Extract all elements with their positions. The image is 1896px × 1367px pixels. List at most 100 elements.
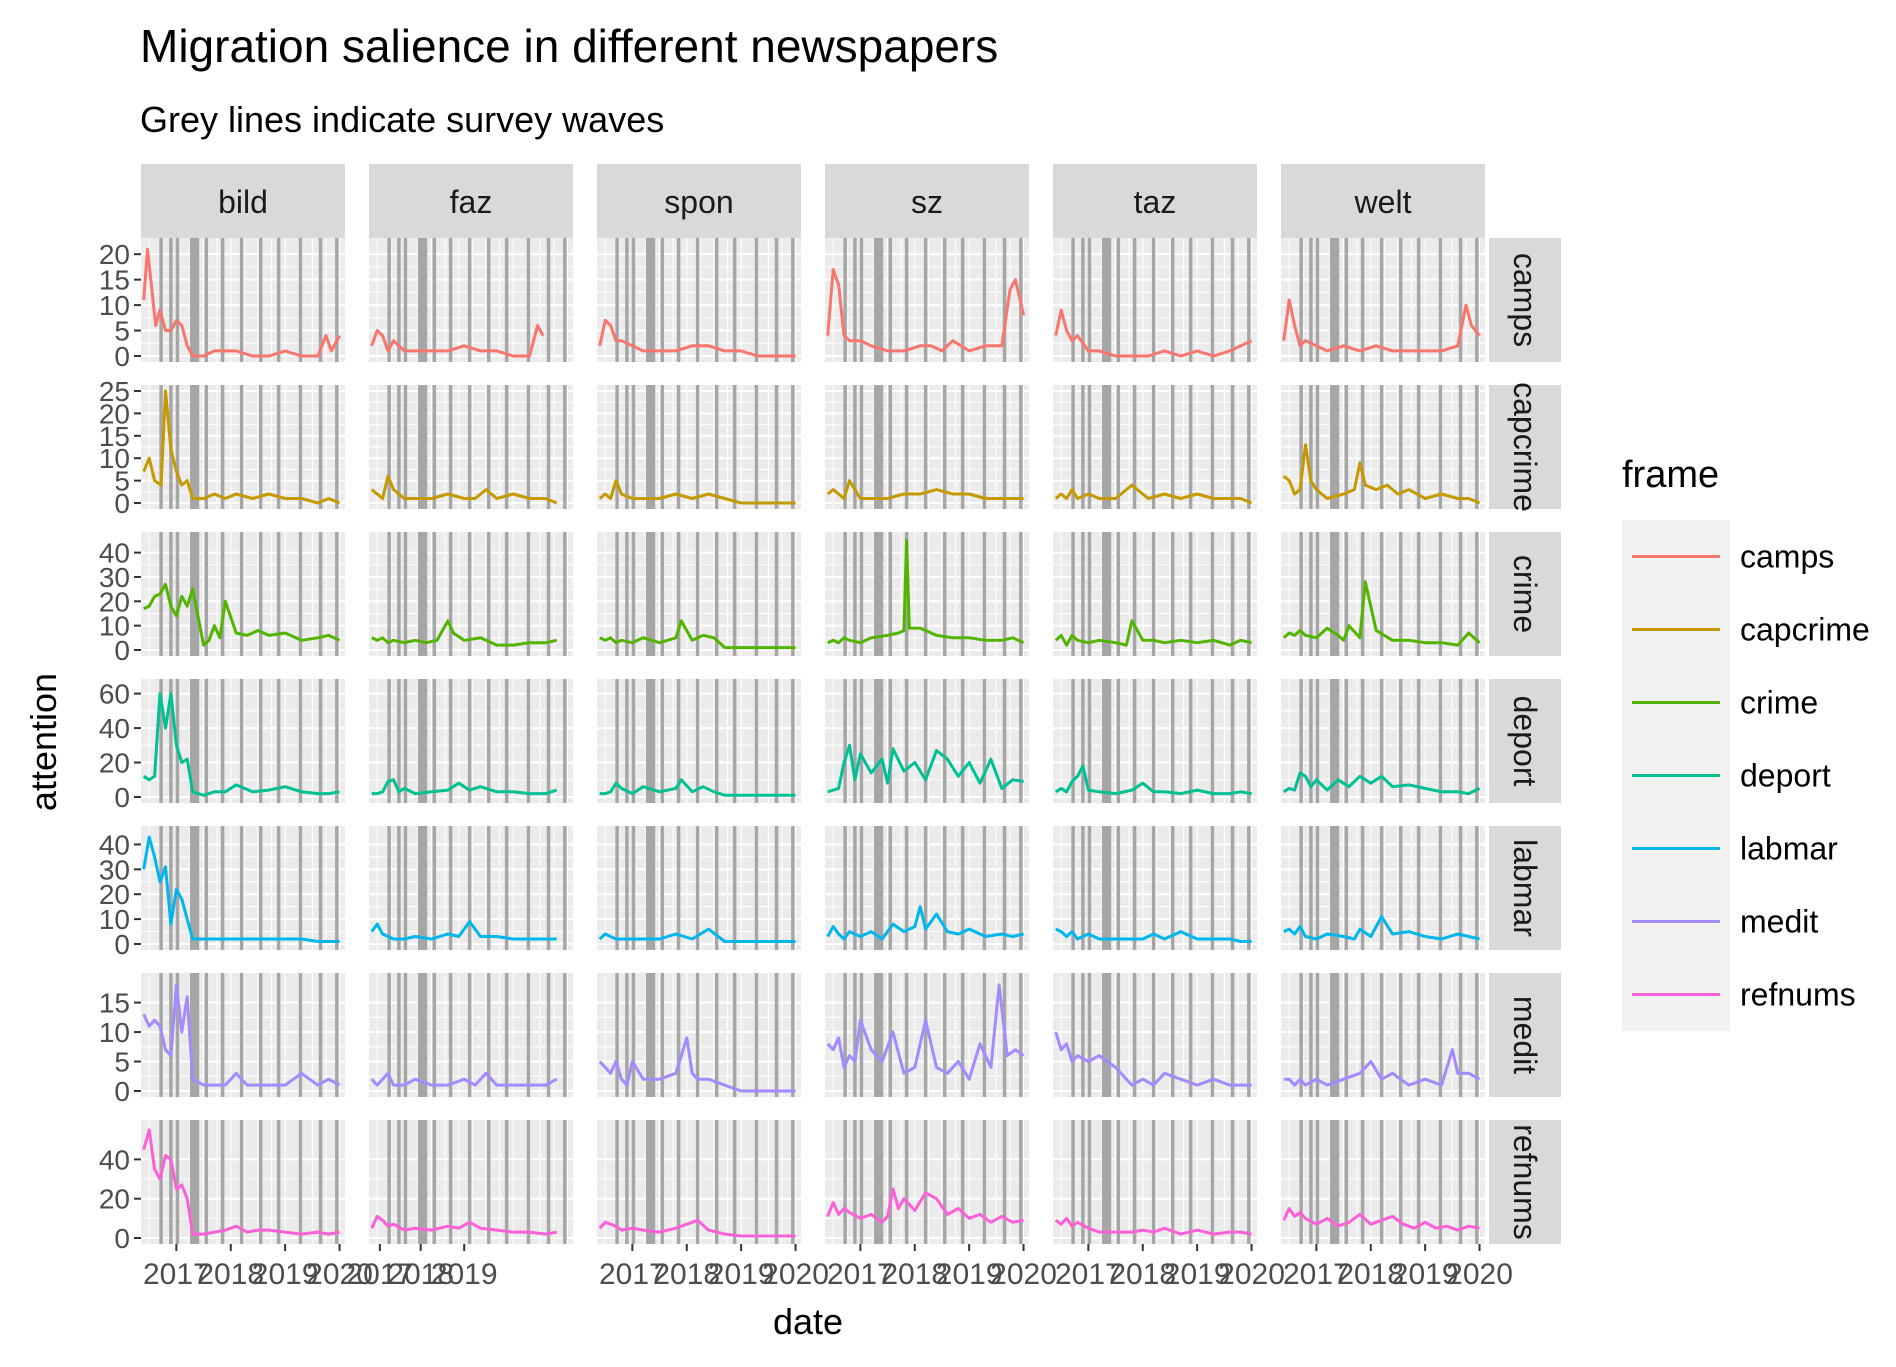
survey-wave-band	[417, 238, 428, 362]
panel-refnums-welt	[1281, 1120, 1485, 1244]
panel-crime-welt	[1281, 532, 1485, 656]
panel-camps-spon	[597, 238, 801, 362]
facet-strip-capcrime	[1489, 385, 1561, 509]
x-tick-label: 2020	[1218, 1258, 1285, 1291]
survey-wave-band	[1329, 973, 1340, 1097]
panel-contents	[1053, 826, 1257, 950]
survey-wave-band	[1101, 532, 1112, 656]
series-line-capcrime-spon	[598, 479, 796, 505]
panel-contents	[141, 385, 345, 509]
series-line-capcrime-faz	[370, 474, 558, 505]
survey-wave-band	[1101, 1120, 1112, 1244]
panel-crime-faz	[369, 532, 573, 656]
survey-wave-band	[645, 826, 656, 950]
panel-refnums-sz	[825, 1120, 1029, 1244]
panel-camps-sz	[825, 238, 1029, 362]
series-line-crime-bild	[143, 582, 341, 647]
facet-label-sz: sz	[911, 184, 943, 220]
panel-contents	[825, 973, 1029, 1097]
panel-contents	[597, 238, 801, 362]
x-tick-label: 2019	[936, 1258, 1003, 1291]
facet-strip-spon	[597, 164, 801, 238]
panel-crime-spon	[597, 532, 801, 656]
panel-contents	[369, 973, 573, 1097]
x-axis-title: date	[773, 1301, 843, 1342]
y-tick-label: 15	[99, 988, 130, 1019]
survey-wave-band	[873, 385, 884, 509]
series-line-refnums-welt	[1282, 1207, 1480, 1232]
y-tick-label: 40	[99, 538, 130, 569]
panel-medit-welt	[1281, 973, 1485, 1097]
panel-contents	[597, 973, 801, 1097]
panel-contents	[141, 973, 345, 1097]
panel-camps-welt	[1281, 238, 1485, 362]
panel-contents	[825, 1120, 1029, 1244]
panel-contents	[1281, 679, 1485, 803]
survey-wave-band	[1329, 1120, 1340, 1244]
survey-wave-band	[645, 238, 656, 362]
series-line-deport-sz	[827, 743, 1024, 794]
survey-wave-band	[1329, 385, 1340, 509]
x-tick-label: 2018	[653, 1258, 720, 1291]
series-line-deport-spon	[599, 778, 796, 797]
panel-contents	[369, 826, 573, 950]
survey-wave-band	[873, 973, 884, 1097]
y-tick-label: 20	[99, 748, 130, 779]
legend-label-medit: medit	[1740, 904, 1818, 940]
y-tick-label: 30	[99, 562, 130, 593]
survey-wave-band	[189, 1120, 200, 1244]
panel-deport-spon	[597, 679, 801, 803]
panel-contents	[369, 1120, 573, 1244]
series-line-crime-faz	[371, 619, 558, 647]
series-line-medit-spon	[598, 1036, 796, 1093]
y-tick-label: 30	[99, 854, 130, 885]
x-tick-label: 2018	[387, 1258, 454, 1291]
panel-contents	[1281, 238, 1485, 362]
panel-contents	[597, 385, 801, 509]
legend-label-deport: deport	[1740, 758, 1831, 794]
series-line-camps-spon	[598, 318, 796, 358]
panel-contents	[1053, 238, 1257, 362]
y-tick-label: 20	[99, 586, 130, 617]
facet-label-spon: spon	[664, 184, 733, 220]
facet-label-labmar: labmar	[1507, 839, 1543, 937]
series-line-refnums-sz	[826, 1187, 1024, 1224]
panel-capcrime-taz	[1053, 385, 1257, 509]
chart-title: Migration salience in different newspape…	[140, 20, 998, 72]
y-tick-label: 0	[114, 488, 130, 519]
y-tick-label: 20	[99, 398, 130, 429]
series-line-labmar-spon	[598, 927, 796, 943]
facet-strip-taz	[1053, 164, 1257, 238]
y-tick-label: 60	[99, 679, 130, 710]
panel-deport-taz	[1053, 679, 1257, 803]
panel-contents	[825, 532, 1029, 656]
legend-label-crime: crime	[1740, 685, 1818, 721]
facet-label-deport: deport	[1507, 696, 1543, 787]
panel-capcrime-spon	[597, 385, 801, 509]
panel-crime-sz	[825, 532, 1029, 656]
y-tick-label: 25	[99, 376, 130, 407]
y-tick-label: 10	[99, 1017, 130, 1048]
facet-label-camps: camps	[1507, 253, 1543, 347]
panel-contents	[141, 1120, 345, 1244]
panel-contents	[597, 826, 801, 950]
survey-wave-band	[1101, 826, 1112, 950]
x-tick-label: 2018	[1337, 1258, 1404, 1291]
panel-deport-sz	[825, 679, 1029, 803]
series-line-labmar-welt	[1283, 915, 1480, 941]
facet-label-medit: medit	[1507, 996, 1543, 1074]
y-axis-title: attention	[23, 673, 64, 811]
panel-contents	[825, 238, 1029, 362]
survey-wave-band	[189, 826, 200, 950]
series-line-deport-bild	[142, 692, 340, 797]
facet-strip-crime	[1489, 532, 1561, 656]
y-tick-label: 20	[99, 1184, 130, 1215]
panel-contents	[369, 238, 573, 362]
series-line-capcrime-bild	[142, 389, 341, 505]
panel-labmar-taz	[1053, 826, 1257, 950]
facet-strip-faz	[369, 164, 573, 238]
panel-contents	[369, 679, 573, 803]
